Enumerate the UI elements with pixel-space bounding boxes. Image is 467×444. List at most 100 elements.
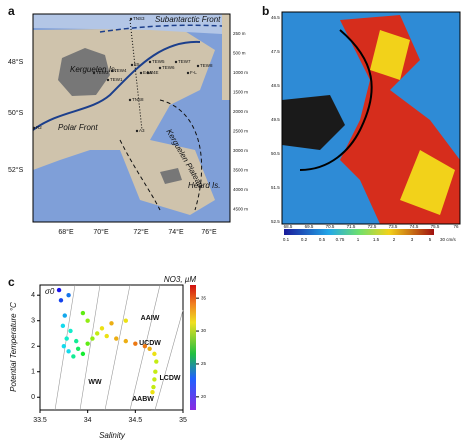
colorbar-label: 1 [357, 237, 360, 242]
lon-label: 76 [453, 224, 459, 229]
lon-label: 72.5 [368, 224, 377, 229]
colorbar-label: 5 [429, 237, 432, 242]
lat-label: 50.5 [271, 151, 280, 156]
point [62, 313, 67, 318]
panel-b [281, 11, 461, 235]
station-label: TEW8 [200, 63, 213, 68]
polar-front [32, 40, 201, 131]
point [152, 377, 157, 382]
front-b [299, 29, 373, 171]
point [80, 351, 86, 357]
station-label: TEW5 [152, 59, 165, 64]
currents [119, 99, 203, 211]
lat-label: 52.5 [271, 219, 280, 224]
point [150, 389, 155, 395]
lat-label: 46.5 [271, 15, 280, 20]
station [158, 66, 162, 70]
x-tick-label: 35 [179, 417, 187, 424]
z-tick-label: 30 [201, 328, 207, 333]
colorbar-label: 2 [393, 237, 396, 242]
z-tick-label: 35 [201, 295, 207, 300]
point [64, 336, 69, 341]
point [80, 310, 86, 316]
depth-label: 1500 m [233, 90, 248, 95]
lon-label: 72°E [133, 228, 149, 236]
depth-label: 2500 m [233, 129, 248, 134]
density-label: σ0 [45, 287, 55, 296]
saf [99, 24, 223, 33]
colorbar-label: 3 [411, 237, 414, 242]
lon-label: 68°E [58, 228, 74, 236]
chl-colorbar [284, 229, 434, 235]
water-mass-label: UCDW [139, 340, 161, 347]
point [154, 359, 159, 364]
lon-label: 76°E [201, 228, 217, 236]
water-mass-label: AABW [132, 396, 154, 403]
lon-label: 70.5 [326, 224, 335, 229]
station-label: TNS8 [132, 97, 144, 102]
point [123, 318, 128, 323]
point [142, 344, 148, 349]
lon-label: 71.5 [347, 224, 356, 229]
lon-label: 75.5 [431, 224, 440, 229]
station-label: E4W [143, 70, 154, 75]
y-tick-label: 1 [31, 369, 35, 376]
lat-label: 50°S [8, 109, 24, 117]
lat-label: 52°S [8, 166, 24, 174]
point [153, 369, 158, 374]
island-b [282, 95, 345, 150]
colorbar-label: 1.5 [373, 237, 380, 242]
point [61, 344, 67, 349]
station-label: TEW1 [110, 77, 123, 82]
point [95, 331, 100, 336]
station [196, 64, 200, 68]
depth-label: 4500 m [233, 207, 248, 212]
chart-title: NO3, µM [164, 275, 197, 284]
point [109, 321, 114, 326]
panel-label: c [8, 275, 15, 289]
point [85, 318, 90, 323]
point [85, 341, 90, 346]
lat-label: 47.5 [271, 49, 280, 54]
y-axis-label: Potential Temperature °C [9, 302, 18, 392]
station [110, 69, 114, 73]
x-axis-label: Salinity [99, 431, 126, 440]
station [92, 71, 96, 75]
station [32, 126, 36, 130]
mid-chl [370, 30, 455, 215]
point [66, 293, 71, 298]
depth-label: 1000 m [233, 70, 248, 75]
map-feature: Kerguelen Is. [70, 65, 117, 74]
lon-label: 73.5 [389, 224, 398, 229]
point [68, 328, 73, 334]
depth-label: 4000 m [233, 187, 248, 192]
colorbar-label: 0.75 [336, 237, 345, 242]
lat-label: 49.5 [271, 117, 280, 122]
water-mass-label: AAIW [141, 315, 160, 322]
lat-label: 48.5 [271, 83, 280, 88]
point [151, 384, 156, 390]
lat-label: 51.5 [271, 185, 280, 190]
x-tick-label: 34 [84, 417, 92, 424]
x-tick-label: 33.5 [33, 417, 47, 424]
depth-label: 2000 m [233, 109, 248, 114]
lon-label: 68.5 [284, 224, 293, 229]
point [66, 349, 71, 354]
point [58, 298, 64, 303]
station-label: TNS3 [133, 16, 145, 21]
lon-label: 74°E [168, 228, 184, 236]
panel-a [32, 13, 231, 223]
water-mass-label: WW [88, 379, 102, 386]
depth-label: 3500 m [233, 168, 248, 173]
lon-label: 74.5 [410, 224, 419, 229]
y-tick-label: 3 [31, 318, 35, 325]
colorbar-label: 0.2 [301, 237, 308, 242]
y-tick-label: 2 [31, 343, 35, 350]
map-feature: Subantarctic Front [155, 15, 221, 24]
shelf [33, 14, 222, 34]
station-label: TEW6 [162, 65, 175, 70]
station [135, 129, 139, 133]
station [106, 78, 110, 82]
map-feature: Heard Is. [188, 181, 220, 190]
